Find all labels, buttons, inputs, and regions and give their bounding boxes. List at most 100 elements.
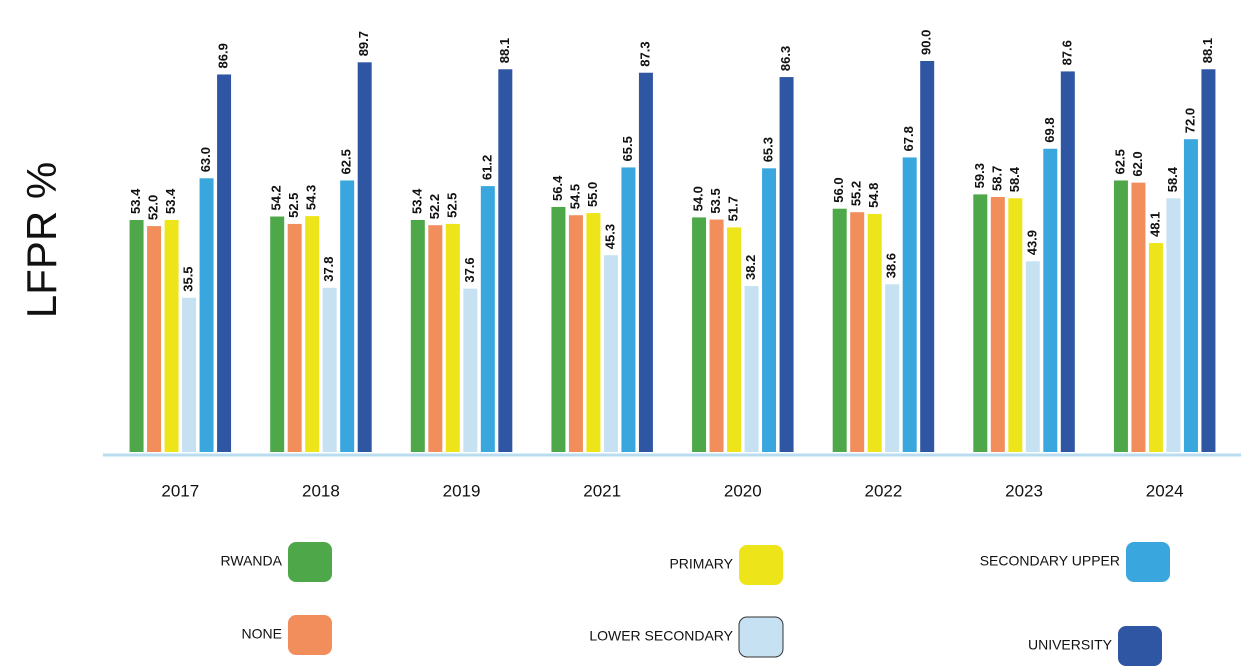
bar	[147, 226, 162, 452]
value-label: 62.5	[339, 149, 354, 174]
value-label: 55.2	[849, 181, 864, 206]
bar	[867, 213, 882, 452]
bar	[270, 216, 285, 452]
value-label: 88.1	[497, 38, 512, 63]
bar	[1131, 182, 1146, 452]
value-label: 58.7	[989, 166, 1004, 191]
value-label: 53.4	[163, 188, 178, 214]
value-label: 72.0	[1182, 108, 1197, 133]
value-label: 53.5	[708, 188, 723, 213]
value-label: 90.0	[919, 30, 934, 55]
bar	[1008, 198, 1023, 452]
value-label: 52.2	[427, 194, 442, 219]
bar	[322, 287, 337, 452]
legend-icon	[1126, 542, 1170, 582]
value-label: 65.3	[761, 137, 776, 162]
bar	[1201, 69, 1216, 452]
value-label: 86.9	[216, 43, 231, 68]
x-tick-label: 2021	[583, 481, 621, 500]
bar	[990, 196, 1005, 452]
value-label: 51.7	[726, 196, 741, 221]
bar	[463, 288, 478, 452]
value-label: 62.0	[1130, 151, 1145, 176]
value-label: 35.5	[181, 266, 196, 291]
value-label: 55.0	[585, 182, 600, 207]
bar	[305, 216, 320, 452]
value-label: 87.3	[637, 41, 652, 66]
bar	[1183, 139, 1198, 452]
x-tick-label: 2018	[302, 481, 340, 500]
value-label: 52.5	[286, 193, 301, 218]
bar	[217, 74, 232, 453]
value-label: 89.7	[356, 31, 371, 56]
bar	[709, 219, 724, 452]
bar	[199, 178, 214, 453]
value-label: 69.8	[1042, 117, 1057, 142]
bar	[287, 223, 302, 452]
bar	[1166, 198, 1181, 452]
value-label: 38.2	[743, 255, 758, 280]
bar	[428, 225, 443, 452]
value-label: 67.8	[901, 126, 916, 151]
bar	[1148, 243, 1163, 452]
value-label: 59.3	[972, 163, 987, 188]
value-label: 52.0	[146, 195, 161, 220]
bar	[1113, 180, 1128, 452]
value-label: 63.0	[198, 147, 213, 172]
bar	[129, 220, 144, 452]
bar	[638, 72, 653, 452]
value-label: 54.8	[866, 183, 881, 208]
bar	[692, 217, 707, 452]
value-label: 62.5	[1112, 149, 1127, 174]
legend-icon	[1118, 626, 1162, 666]
bar	[586, 213, 601, 452]
value-label: 58.4	[1007, 166, 1022, 192]
value-label: 87.6	[1059, 40, 1074, 65]
legend-label: LOWER SECONDARY	[589, 628, 733, 644]
legend-icon	[738, 616, 784, 658]
value-label: 48.1	[1147, 212, 1162, 237]
bar	[902, 157, 917, 453]
bar	[885, 284, 900, 452]
bar	[603, 255, 618, 452]
legend-label: RWANDA	[221, 553, 283, 569]
bar	[480, 186, 495, 452]
x-tick-label: 2017	[161, 481, 199, 500]
value-label: 56.4	[550, 175, 565, 201]
legend-label: UNIVERSITY	[1028, 637, 1113, 653]
bar	[498, 69, 513, 452]
bar	[568, 215, 583, 452]
x-tick-label: 2024	[1146, 481, 1184, 500]
bar	[1025, 261, 1040, 452]
legend-label: SECONDARY UPPER	[980, 553, 1120, 569]
value-label: 45.3	[602, 224, 617, 249]
legend-label: PRIMARY	[669, 556, 733, 572]
value-label: 58.4	[1165, 166, 1180, 192]
value-label: 56.0	[831, 177, 846, 202]
x-tick-label: 2022	[865, 481, 903, 500]
bar	[357, 62, 372, 452]
bar	[850, 212, 865, 452]
bar	[973, 194, 988, 452]
value-label: 53.4	[128, 188, 143, 214]
x-tick-label: 2019	[443, 481, 481, 500]
bar	[832, 208, 847, 452]
bar	[164, 220, 179, 452]
legend-icon	[288, 542, 332, 582]
value-label: 54.2	[269, 185, 284, 210]
value-label: 38.6	[884, 253, 899, 278]
value-label: 61.2	[479, 155, 494, 180]
x-tick-label: 2020	[724, 481, 762, 500]
legend-icon	[288, 615, 332, 655]
value-label: 88.1	[1200, 38, 1215, 63]
value-label: 37.6	[462, 257, 477, 282]
bar	[744, 286, 759, 452]
value-label: 54.0	[691, 186, 706, 211]
value-label: 52.5	[444, 193, 459, 218]
bar	[727, 227, 742, 452]
legend-label: NONE	[242, 626, 282, 642]
bar	[182, 297, 197, 452]
bar	[551, 206, 566, 452]
value-label: 65.5	[620, 136, 635, 161]
